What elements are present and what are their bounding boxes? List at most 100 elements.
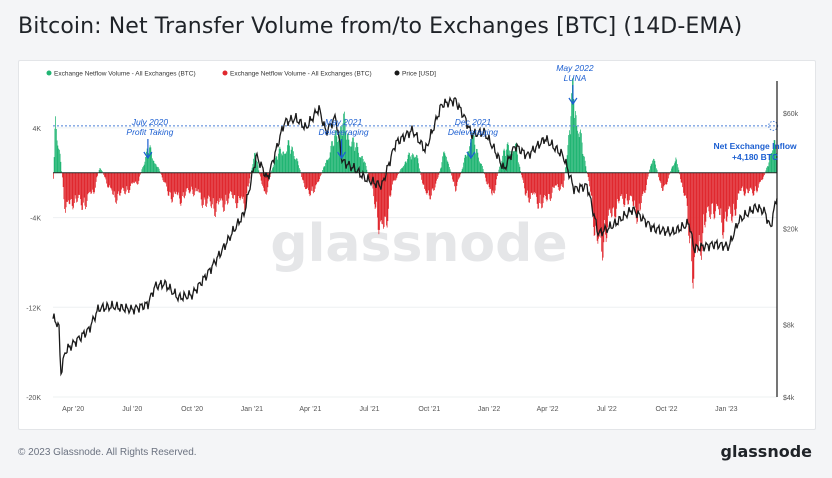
netflow-bar [371,172,372,183]
netflow-bar [665,172,666,185]
netflow-bar [216,172,218,204]
netflow-bar [546,172,548,202]
netflow-bar [140,172,141,175]
legend[interactable]: Exchange Netflow Volume - All Exchanges … [46,70,437,78]
netflow-bar [294,158,296,173]
netflow-bar [179,172,180,199]
netflow-bar [498,169,500,173]
netflow-bar [683,172,684,193]
netflow-bar [303,172,305,184]
netflow-bar [536,172,538,204]
netflow-bar [120,172,122,193]
netflow-bar [225,172,227,195]
netflow-bar [138,172,140,181]
netflow-bar [127,172,128,190]
netflow-bar [704,172,705,226]
netflow-bar [71,172,73,206]
netflow-bar [82,172,83,210]
netflow-bar [255,159,257,173]
netflow-bar [274,161,275,173]
netflow-bar [186,172,188,189]
netflow-bar [717,172,719,206]
netflow-bar [440,168,441,173]
netflow-bar [566,162,567,173]
netflow-bar [165,172,167,184]
netflow-bar [775,144,776,173]
netflow-bar [162,172,164,181]
netflow-bar [539,172,541,195]
netflow-bar [548,172,550,195]
netflow-bar [146,151,147,173]
netflow-bar [662,172,664,191]
netflow-bar [648,172,650,174]
netflow-bar [632,172,633,202]
netflow-bar [581,142,583,173]
netflow-bar [619,172,620,201]
netflow-bar [412,153,413,173]
netflow-bar [434,172,435,191]
netflow-bar [548,172,549,194]
netflow-bar [93,172,95,194]
netflow-bar [752,172,753,194]
netflow-bar [578,133,579,173]
netflow-bar [147,149,149,173]
netflow-bar [221,172,223,201]
netflow-bar [743,172,744,192]
netflow-bar [544,172,545,195]
netflow-bar [634,172,635,201]
netflow-bar [87,172,89,195]
netflow-bar [618,172,620,204]
netflow-bar [122,172,124,189]
netflow-bar [530,172,531,199]
netflow-bar [714,172,716,218]
netflow-bar [359,156,361,173]
netflow-bar [222,172,224,208]
netflow-bar [266,172,268,193]
netflow-bar [305,172,306,190]
netflow-bar [157,167,158,173]
annotation-arrow-head [466,151,476,160]
netflow-bar [689,172,691,239]
watermark: glassnode [270,214,567,274]
netflow-bar [227,172,229,204]
netflow-bar [590,172,591,192]
netflow-bar [267,172,269,188]
netflow-bar [262,172,263,186]
netflow-bar [745,172,746,194]
netflow-bar [599,172,601,234]
netflow-bar [377,172,379,230]
netflow-bar [752,172,754,196]
netflow-bar [642,172,644,194]
netflow-bar [635,172,637,219]
netflow-bar [284,153,285,173]
netflow-bar [86,172,87,207]
netflow-bar [722,172,723,236]
netflow-bar [247,172,248,187]
netflow-bar [380,172,382,221]
netflow-bar [124,172,125,194]
netflow-bar [224,172,226,205]
netflow-bar [206,172,208,204]
netflow-bar [168,172,170,196]
netflow-bar [449,169,451,173]
netflow-bar [488,172,490,188]
netflow-bar [200,172,201,193]
netflow-bar [686,172,688,206]
netflow-bar [320,172,322,175]
footer-logo[interactable]: glassnode [720,442,812,461]
netflow-bar [429,172,431,200]
netflow-bar [445,155,446,173]
netflow-bar [761,172,762,180]
netflow-bar [523,172,524,184]
netflow-bar [287,145,288,173]
netflow-bar [731,172,733,223]
netflow-bar [521,172,522,175]
netflow-bar [428,172,430,196]
netflow-bar [416,154,417,173]
netflow-bar [486,172,488,185]
netflow-bar [248,172,249,187]
netflow-bar [611,172,612,218]
netflow-bar [699,172,701,242]
